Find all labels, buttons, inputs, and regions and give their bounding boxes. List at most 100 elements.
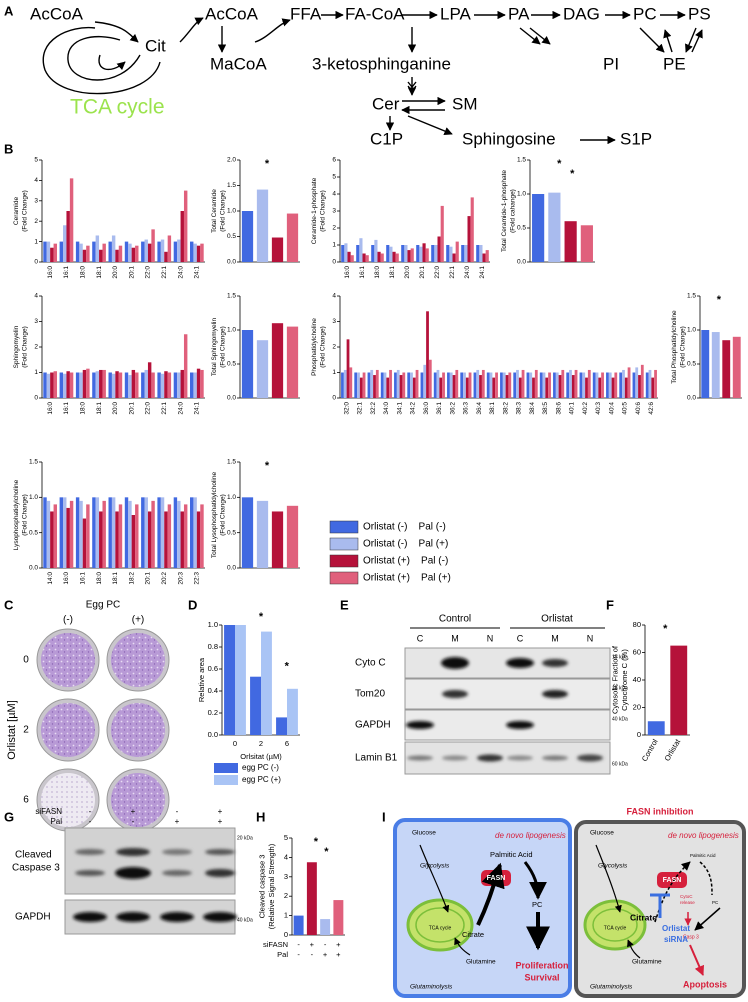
bar <box>404 245 408 262</box>
bar <box>354 372 358 398</box>
bar <box>614 372 618 398</box>
legend-label: egg PC (+) <box>242 775 281 784</box>
blot-e <box>542 659 568 667</box>
bar <box>468 372 472 398</box>
bar <box>569 369 572 398</box>
y-axis-label: Lysophosphatidylcholine <box>13 479 20 550</box>
bar <box>670 645 688 735</box>
bar <box>611 377 615 398</box>
pathway-node: AcCoA <box>205 4 259 23</box>
condition-sign: - <box>297 950 300 959</box>
bar <box>131 247 136 262</box>
label: Glutamine <box>466 959 496 966</box>
blot-g <box>64 827 236 895</box>
bar <box>553 372 556 398</box>
bar <box>399 375 403 398</box>
y-tick-label: 0.0 <box>227 565 236 572</box>
significance: * <box>570 168 575 180</box>
bar <box>447 372 450 398</box>
diagram-shapes <box>393 818 746 998</box>
pathway-arrows <box>98 54 126 71</box>
x-tick-label: 34:0 <box>383 402 390 415</box>
x-tick-label: 40:4 <box>608 402 615 415</box>
significance: * <box>259 611 264 623</box>
bar <box>144 497 148 568</box>
bar <box>250 676 261 735</box>
bar <box>356 245 360 262</box>
bar <box>63 225 67 262</box>
pathway-node: LPA <box>440 4 472 23</box>
bar <box>50 247 54 262</box>
bar <box>561 369 565 398</box>
bar <box>53 243 57 262</box>
y-tick-label: 5 <box>34 157 38 164</box>
y-tick-label: 0.2 <box>208 708 218 717</box>
blot-g <box>75 849 105 855</box>
bar <box>99 369 103 398</box>
bar <box>347 251 351 262</box>
label: Citrate <box>630 912 657 922</box>
diagram-shapes <box>654 861 691 923</box>
y-tick-label: 0 <box>34 259 38 266</box>
blot-g <box>203 912 237 922</box>
bar <box>115 511 119 568</box>
label: C <box>417 633 424 643</box>
bar <box>147 362 152 398</box>
bar <box>476 369 480 398</box>
y-tick-label: 2 <box>332 344 336 351</box>
bar <box>102 243 106 262</box>
bar <box>416 245 420 262</box>
legend-label: egg PC (-) <box>242 763 279 772</box>
bar <box>82 249 87 262</box>
bar <box>389 246 393 262</box>
label: + <box>131 807 136 816</box>
y-axis-label: Ceramide <box>13 197 20 226</box>
condition-sign: - <box>297 940 300 949</box>
label: Control <box>439 614 471 625</box>
blot-e <box>406 721 434 729</box>
pathway-node: PS <box>688 4 711 23</box>
x-tick-label: 16:1 <box>359 266 366 279</box>
panel-letter: I <box>382 809 386 824</box>
bar <box>492 377 496 398</box>
bar <box>147 511 152 568</box>
bar <box>365 255 369 262</box>
pathway-node: Cer <box>372 94 400 113</box>
bar <box>362 372 366 398</box>
x-tick-label: 16:1 <box>63 266 70 279</box>
bar <box>69 500 74 568</box>
label: siFASN <box>35 807 62 816</box>
pathway-node: TCA cycle <box>70 96 165 119</box>
bar <box>190 372 194 398</box>
bar <box>392 251 396 262</box>
bar <box>108 241 112 262</box>
x-tick-label: 16:1 <box>63 402 70 415</box>
x-tick-label: 18:1 <box>389 266 396 279</box>
bar <box>128 375 132 398</box>
y-tick-label: 0.0 <box>517 259 526 266</box>
legend-label: Orlistat (+) Pal (-) <box>363 556 448 567</box>
bar <box>118 245 123 262</box>
y-axis-label: (Fold Change) <box>22 190 29 232</box>
y-tick-label: 1.0 <box>227 327 236 334</box>
bar <box>43 241 47 262</box>
y-tick-label: 6 <box>332 157 336 164</box>
y-axis-label: Cleaved caspase 3 <box>257 855 266 919</box>
y-tick-label: 3 <box>34 318 38 325</box>
bar <box>306 862 317 935</box>
blot-e <box>442 755 468 761</box>
y-axis-label: Cytochrome C (%) <box>620 649 629 711</box>
label: 0 <box>23 655 29 666</box>
label: Glucose <box>590 830 614 837</box>
bar <box>86 504 90 568</box>
diagram-shapes <box>627 939 641 959</box>
label: 15 kDa <box>612 685 628 691</box>
bar <box>50 372 54 398</box>
condition-sign: + <box>310 940 315 949</box>
y-tick-label: 1 <box>332 242 336 249</box>
bar <box>151 500 155 568</box>
label: PC <box>712 900 719 905</box>
blot-g <box>162 870 192 876</box>
bar <box>446 245 450 262</box>
